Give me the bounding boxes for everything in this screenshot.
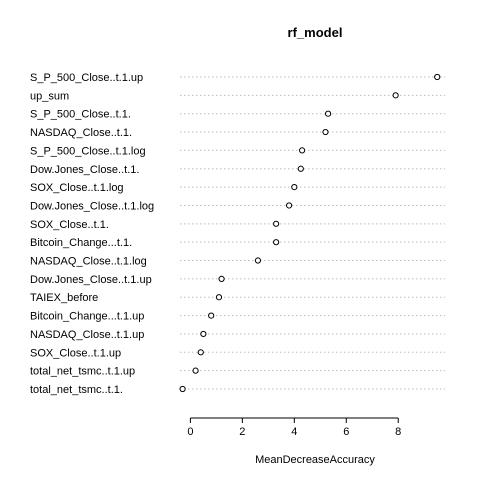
chart-title: rf_model — [288, 25, 343, 40]
category-label: total_net_tsmc..t.1. — [30, 384, 123, 396]
data-point — [192, 367, 199, 374]
data-point — [322, 128, 329, 136]
category-label: TAIEX_before — [30, 292, 98, 304]
x-tick-label: 2 — [239, 426, 245, 438]
category-label: SOX_Close..t.1.up — [30, 347, 121, 359]
category-labels: S_P_500_Close..t.1.up up_sum S_P_500_Close… — [30, 72, 154, 396]
category-label: S_P_500_Close..t.1.log — [30, 145, 146, 157]
data-point — [324, 110, 332, 117]
data-point — [200, 330, 207, 338]
data-point — [297, 165, 304, 172]
category-label: S_P_500_Close..t.1.up — [30, 72, 143, 84]
x-axis: 0 2 4 6 8 — [187, 417, 401, 438]
data-point — [291, 184, 298, 191]
category-label: Dow.Jones_Close..t.1.up — [30, 274, 152, 286]
data-point — [299, 147, 306, 154]
category-label: SOX_Close..t.1. — [30, 219, 109, 231]
data-point — [434, 73, 441, 81]
category-label: up_sum — [30, 90, 69, 102]
x-tick-label: 6 — [343, 426, 349, 438]
category-label: NASDAQ_Close..t.1. — [30, 127, 132, 139]
data-point — [218, 275, 225, 282]
category-label: Dow.Jones_Close..t.1. — [30, 164, 139, 176]
x-axis-label: MeanDecreaseAccuracy — [255, 454, 375, 466]
category-label: Dow.Jones_Close..t.1.log — [30, 200, 154, 212]
plot-area — [179, 73, 445, 393]
category-label: Bitcoin_Change...t.1.up — [30, 311, 144, 323]
x-tick-label: 4 — [291, 426, 297, 438]
category-label: SOX_Close..t.1.log — [30, 182, 124, 194]
category-label: Bitcoin_Change...t.1. — [30, 237, 132, 249]
category-label: total_net_tsmc..t.1.up — [30, 366, 135, 378]
data-point — [215, 294, 223, 301]
x-tick-label: 8 — [395, 426, 401, 438]
data-point — [208, 312, 215, 319]
data-point — [179, 385, 186, 393]
data-point — [286, 202, 293, 209]
category-label: S_P_500_Close..t.1. — [30, 109, 131, 121]
data-point — [392, 92, 399, 99]
category-label: NASDAQ_Close..t.1.up — [30, 329, 144, 341]
data-point — [273, 239, 280, 246]
data-point — [197, 349, 204, 356]
x-tick-label: 0 — [187, 426, 193, 438]
data-point — [254, 257, 262, 264]
category-label: NASDAQ_Close..t.1.log — [30, 256, 147, 268]
data-point — [273, 220, 280, 227]
